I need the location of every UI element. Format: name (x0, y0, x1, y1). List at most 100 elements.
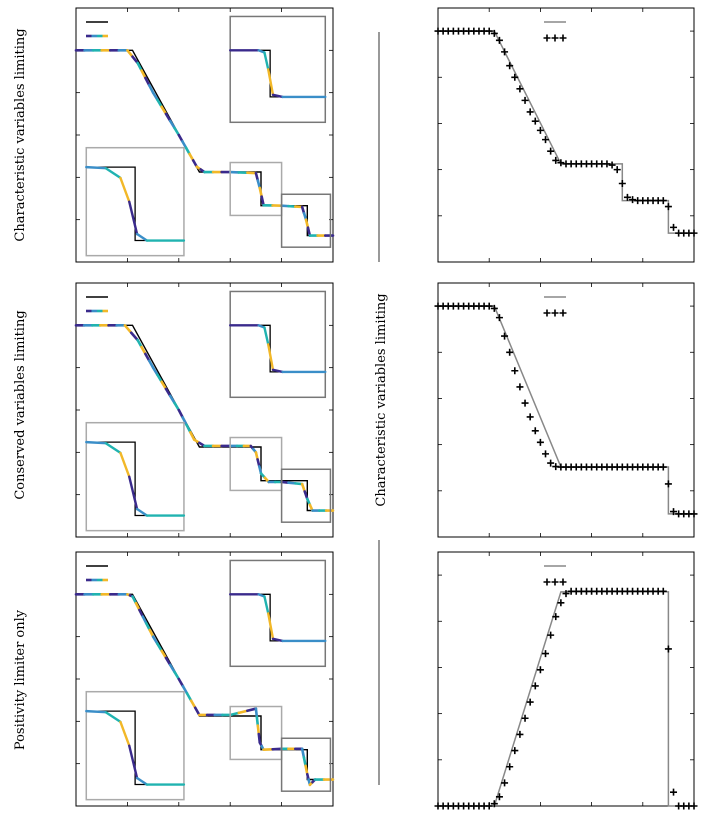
inset-contact-dg3 (135, 776, 149, 786)
dg3-segment (228, 711, 241, 717)
row-label-3-text: Positivity limiter only (13, 609, 28, 750)
dg3-segment (136, 61, 143, 72)
dg3-segment (151, 91, 159, 102)
mean-value-marker (536, 126, 544, 134)
inset-contact-dg3 (128, 744, 139, 780)
dg3-segment (156, 642, 163, 653)
mean-value-marker (485, 802, 493, 810)
dg3-segment (136, 338, 143, 349)
mean-value-marker (664, 480, 672, 488)
row-label-1-text: Characteristic variables limiting (13, 28, 28, 241)
dg3-segment (160, 105, 168, 116)
mean-value-marker (511, 367, 519, 375)
mean-value-marker (516, 383, 524, 391)
dg3-segment (260, 195, 265, 207)
dg3-segment (300, 482, 307, 493)
inset-contact-dg3 (119, 720, 131, 747)
mean-value-marker (623, 193, 631, 201)
mean-value-marker (547, 147, 555, 155)
row-label-2: Conserved variables limiting (13, 310, 28, 499)
right-side-label: Characteristic variables limiting (374, 293, 389, 506)
legend-marker-swatch (551, 309, 559, 317)
mean-value-marker (490, 304, 498, 312)
inset-contact-dg3 (135, 507, 149, 517)
mean-value-marker (495, 793, 503, 801)
dg3-segment (302, 756, 307, 768)
legend-marker-swatch (559, 578, 567, 586)
dg3-segment (304, 218, 310, 229)
mean-value-marker (670, 788, 678, 796)
mean-value-marker (690, 510, 698, 518)
panel-left-3 (74, 551, 335, 807)
dg3-segment (156, 98, 163, 109)
dg3-segment (303, 490, 309, 501)
mean-value-marker (629, 196, 637, 204)
zoom-box-contact (229, 436, 283, 492)
mean-value-marker (490, 29, 498, 37)
right-side-label-text: Characteristic variables limiting (374, 293, 389, 506)
dg3-segment (246, 707, 258, 713)
legend-marker-swatch (543, 578, 551, 586)
mean-value-marker (536, 438, 544, 446)
inset-contact-dg3 (135, 232, 149, 242)
dg3-segment (151, 366, 159, 377)
mean-value-marker (501, 48, 509, 56)
dg3-segment (257, 732, 262, 744)
legend-marker-swatch (543, 34, 551, 42)
dg3-segment (129, 331, 139, 342)
mean-value-marker (501, 779, 509, 787)
zoom-box-contact (229, 161, 283, 217)
inset-contact-dg3 (85, 165, 108, 170)
dg3-segment (173, 670, 181, 681)
mean-value-marker (511, 747, 519, 755)
inset-shock-dg3 (267, 343, 275, 371)
dg3-segment (300, 747, 306, 759)
dg3-segment (140, 69, 147, 80)
zoom-box-shock (280, 737, 332, 792)
mean-value-marker (511, 73, 519, 81)
mean-value-marker (531, 427, 539, 435)
dg3-segment (147, 359, 155, 369)
inset-shock-frame (229, 559, 327, 668)
dg3-segment (185, 692, 193, 702)
inset-shock-frame (229, 290, 327, 399)
dg3-segment (168, 119, 176, 130)
inset-contact-dg3 (85, 709, 108, 714)
dg3-segment (185, 423, 192, 434)
inset-shock-dg3 (267, 68, 275, 96)
dg3-segment (144, 76, 151, 87)
inset-contact-dg3 (119, 176, 131, 203)
dg3-segment (173, 401, 181, 412)
panel-left-2 (74, 282, 335, 538)
inset-shock-dg3 (271, 368, 284, 374)
inset-contact-dg3 (128, 200, 139, 236)
mean-value-marker (536, 666, 544, 674)
row-label-1: Characteristic variables limiting (13, 28, 28, 241)
mean-value-marker (526, 698, 534, 706)
dg3-segment (160, 380, 168, 391)
dg3-segment (189, 699, 197, 710)
dg3-segment (177, 408, 184, 419)
inset-shock-dg3 (267, 612, 275, 640)
dg3-segment (168, 663, 176, 674)
mean-value-marker (531, 117, 539, 125)
mean-value-marker (490, 800, 498, 808)
legend-marker-swatch (551, 578, 559, 586)
mean-value-marker (516, 730, 524, 738)
inset-shock-dg3 (271, 93, 284, 99)
inset-contact-dg3 (85, 440, 108, 445)
mean-value-marker (690, 229, 698, 237)
dg3-segment (131, 55, 139, 65)
dg3-segment (193, 706, 201, 717)
mean-value-marker (690, 802, 698, 810)
dg3-segment (306, 226, 312, 237)
dg3-segment (256, 724, 261, 736)
dg3-segment (147, 83, 155, 94)
mean-value-marker (485, 302, 493, 310)
mean-value-marker (618, 179, 626, 187)
dg3-segment (164, 112, 172, 123)
mean-value-marker (562, 590, 570, 598)
mean-value-marker (659, 463, 667, 471)
mean-value-marker (485, 27, 493, 35)
